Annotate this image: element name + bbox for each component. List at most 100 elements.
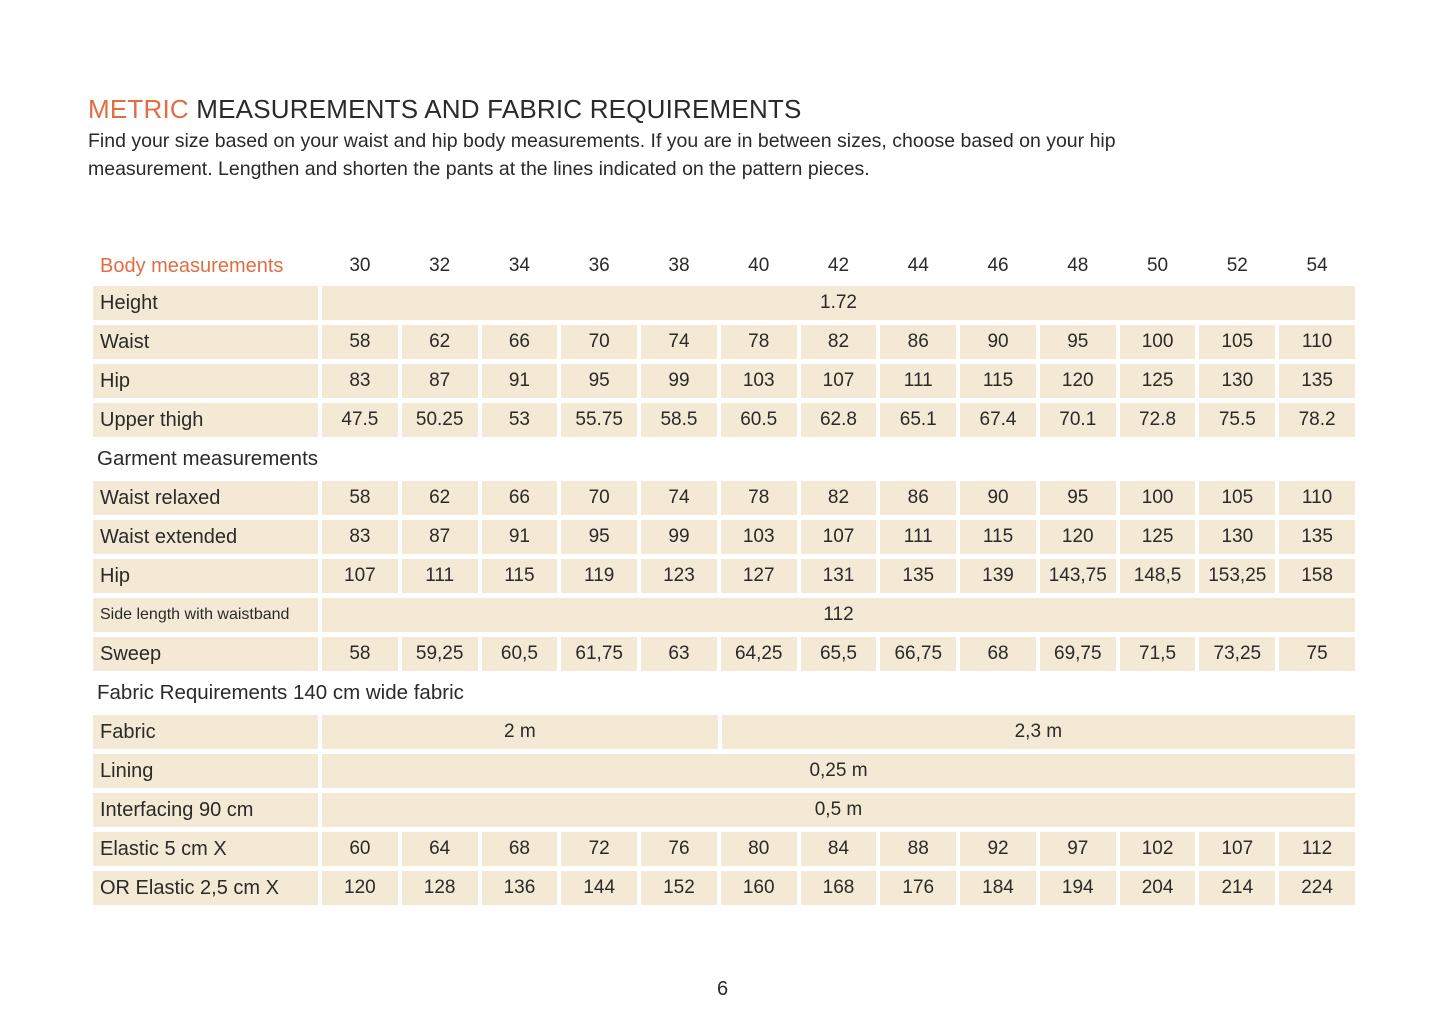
value-cell: 107 <box>1199 832 1276 866</box>
size-column-header: 48 <box>1067 255 1089 276</box>
value-cell: 72 <box>561 832 638 866</box>
value-cell: 83 <box>322 364 398 398</box>
table-row: Fabric 2 m 2,3 m <box>93 715 1355 749</box>
value-cell: 119 <box>561 559 638 593</box>
row-label: Waist extended <box>93 520 318 554</box>
value-cell: 87 <box>401 520 478 554</box>
value-cell: 102 <box>1119 832 1196 866</box>
value-cell: 78.2 <box>1279 403 1355 437</box>
value-cell: 62 <box>401 325 478 359</box>
size-column-header: 42 <box>827 255 850 276</box>
value-cell: 153,25 <box>1199 559 1276 593</box>
value-cell: 97 <box>1039 832 1116 866</box>
value-cell: 107 <box>800 520 877 554</box>
value-cell: 224 <box>1279 871 1355 905</box>
value-cell: 58 <box>322 637 398 671</box>
row-label: Fabric <box>93 715 318 749</box>
table-row: Waist 58 62 66 70 74 78 82 86 90 95 100 105 110 <box>93 325 1355 359</box>
value-cell: 64 <box>401 832 478 866</box>
table-header-row: Body measurements 30 32 34 36 38 40 42 44 46 48 50 5… <box>93 252 1355 280</box>
value-cell: 91 <box>481 364 558 398</box>
value-cell: 127 <box>720 559 797 593</box>
value-cell: 82 <box>800 325 877 359</box>
value-cell: 158 <box>1279 559 1355 593</box>
row-label: Hip <box>93 559 318 593</box>
table-row: Hip 83 87 91 95 99 103 107 111 115 120 125 130 135 <box>93 364 1355 398</box>
value-cell: 88 <box>880 832 957 866</box>
value-cell: 95 <box>561 520 638 554</box>
value-cell: 90 <box>960 481 1036 515</box>
value-cell: 65,5 <box>800 637 877 671</box>
value-cell: 120 <box>322 871 398 905</box>
row-label: Interfacing 90 cm <box>93 793 318 827</box>
value-cell: 123 <box>641 559 717 593</box>
value-cell: 105 <box>1199 481 1276 515</box>
value-cell: 74 <box>641 325 717 359</box>
value-cell: 168 <box>800 871 877 905</box>
value-cell: 90 <box>960 325 1036 359</box>
section-label: Garment measurements <box>97 447 319 470</box>
size-column-header: 44 <box>907 255 929 276</box>
value-cell: 143,75 <box>1039 559 1116 593</box>
value-cell: 76 <box>641 832 717 866</box>
value-cell: 84 <box>800 832 877 866</box>
page-title-rest: MEASUREMENTS AND FABRIC REQUIREMENTS <box>188 94 802 124</box>
value-cell: 70 <box>561 481 638 515</box>
row-label: Waist relaxed <box>93 481 318 515</box>
size-column-header: 30 <box>349 255 371 276</box>
value-cell: 103 <box>720 520 797 554</box>
size-column-header: 52 <box>1226 255 1248 276</box>
value-cell: 107 <box>322 559 398 593</box>
value-cell: 115 <box>960 520 1036 554</box>
value-cell: 68 <box>960 637 1036 671</box>
row-label: Waist <box>93 325 318 359</box>
section-label: Fabric Requirements 140 cm wide fabric <box>97 681 464 704</box>
merged-value-cell: 2,3 m <box>721 715 1355 749</box>
row-label: Hip <box>93 364 318 398</box>
value-cell: 64,25 <box>720 637 797 671</box>
intro-text: Find your size based on your waist and h… <box>88 127 1116 183</box>
value-cell: 214 <box>1199 871 1276 905</box>
value-cell: 111 <box>880 364 957 398</box>
value-cell: 61,75 <box>561 637 638 671</box>
value-cell: 75.5 <box>1199 403 1276 437</box>
row-label: Side length with waistband <box>93 598 318 632</box>
row-label: Height <box>93 286 318 320</box>
value-cell: 58 <box>322 481 398 515</box>
value-cell: 78 <box>720 481 797 515</box>
size-table: Body measurements 30 32 34 36 38 40 42 44 46 48 50 5… <box>93 252 1355 910</box>
merged-value-cell: 0,25 m <box>322 754 1355 788</box>
value-cell: 60,5 <box>481 637 558 671</box>
value-cell: 148,5 <box>1119 559 1196 593</box>
value-cell: 55.75 <box>561 403 638 437</box>
table-section-row: Garment measurements <box>93 442 1355 476</box>
value-cell: 95 <box>561 364 638 398</box>
value-cell: 100 <box>1119 481 1196 515</box>
value-cell: 83 <box>322 520 398 554</box>
size-column-header: 32 <box>429 255 451 276</box>
page-title: METRIC MEASUREMENTS AND FABRIC REQUIREME… <box>88 94 802 125</box>
page-number: 6 <box>716 978 729 1000</box>
table-row: Upper thigh 47.5 50.25 53 55.75 58.5 60.5 62.8 6… <box>93 403 1355 437</box>
merged-value-cell: 0,5 m <box>322 793 1355 827</box>
table-row: OR Elastic 2,5 cm X 120 128 136 144 152 160 168… <box>93 871 1355 905</box>
intro-line-1: Find your size based on your waist and h… <box>88 130 1116 152</box>
table-row: Side length with waistband 112 <box>93 598 1355 632</box>
value-cell: 69,75 <box>1039 637 1116 671</box>
value-cell: 112 <box>1279 832 1355 866</box>
table-row: Interfacing 90 cm 0,5 m <box>93 793 1355 827</box>
table-row: Waist extended 83 87 91 95 99 103 107 111 115 120 1… <box>93 520 1355 554</box>
size-column-header: 34 <box>508 255 530 276</box>
value-cell: 50.25 <box>401 403 478 437</box>
value-cell: 184 <box>960 871 1036 905</box>
value-cell: 95 <box>1039 481 1116 515</box>
value-cell: 128 <box>401 871 478 905</box>
value-cell: 86 <box>880 325 957 359</box>
table-row: Elastic 5 cm X 60 64 68 72 76 80 84 88 92 97 102 107… <box>93 832 1355 866</box>
merged-value-cell: 1.72 <box>322 286 1355 320</box>
value-cell: 99 <box>641 364 717 398</box>
size-column-header: 46 <box>987 255 1009 276</box>
value-cell: 47.5 <box>322 403 398 437</box>
value-cell: 110 <box>1279 325 1355 359</box>
table-row: Waist relaxed 58 62 66 70 74 78 82 86 90 95 100 105 1… <box>93 481 1355 515</box>
